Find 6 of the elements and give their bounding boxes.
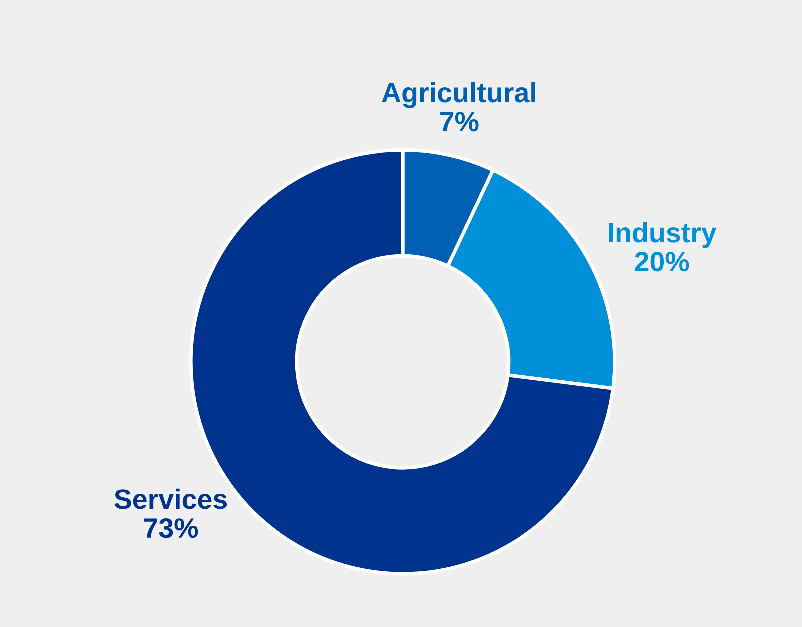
data-label: 73% xyxy=(144,518,198,538)
data-label: 7% xyxy=(440,112,479,132)
data-label: 20% xyxy=(635,252,690,272)
slice-label: Industry xyxy=(609,222,717,248)
slice-label: Services xyxy=(114,488,228,510)
slice-label: Agricultural xyxy=(382,82,536,108)
